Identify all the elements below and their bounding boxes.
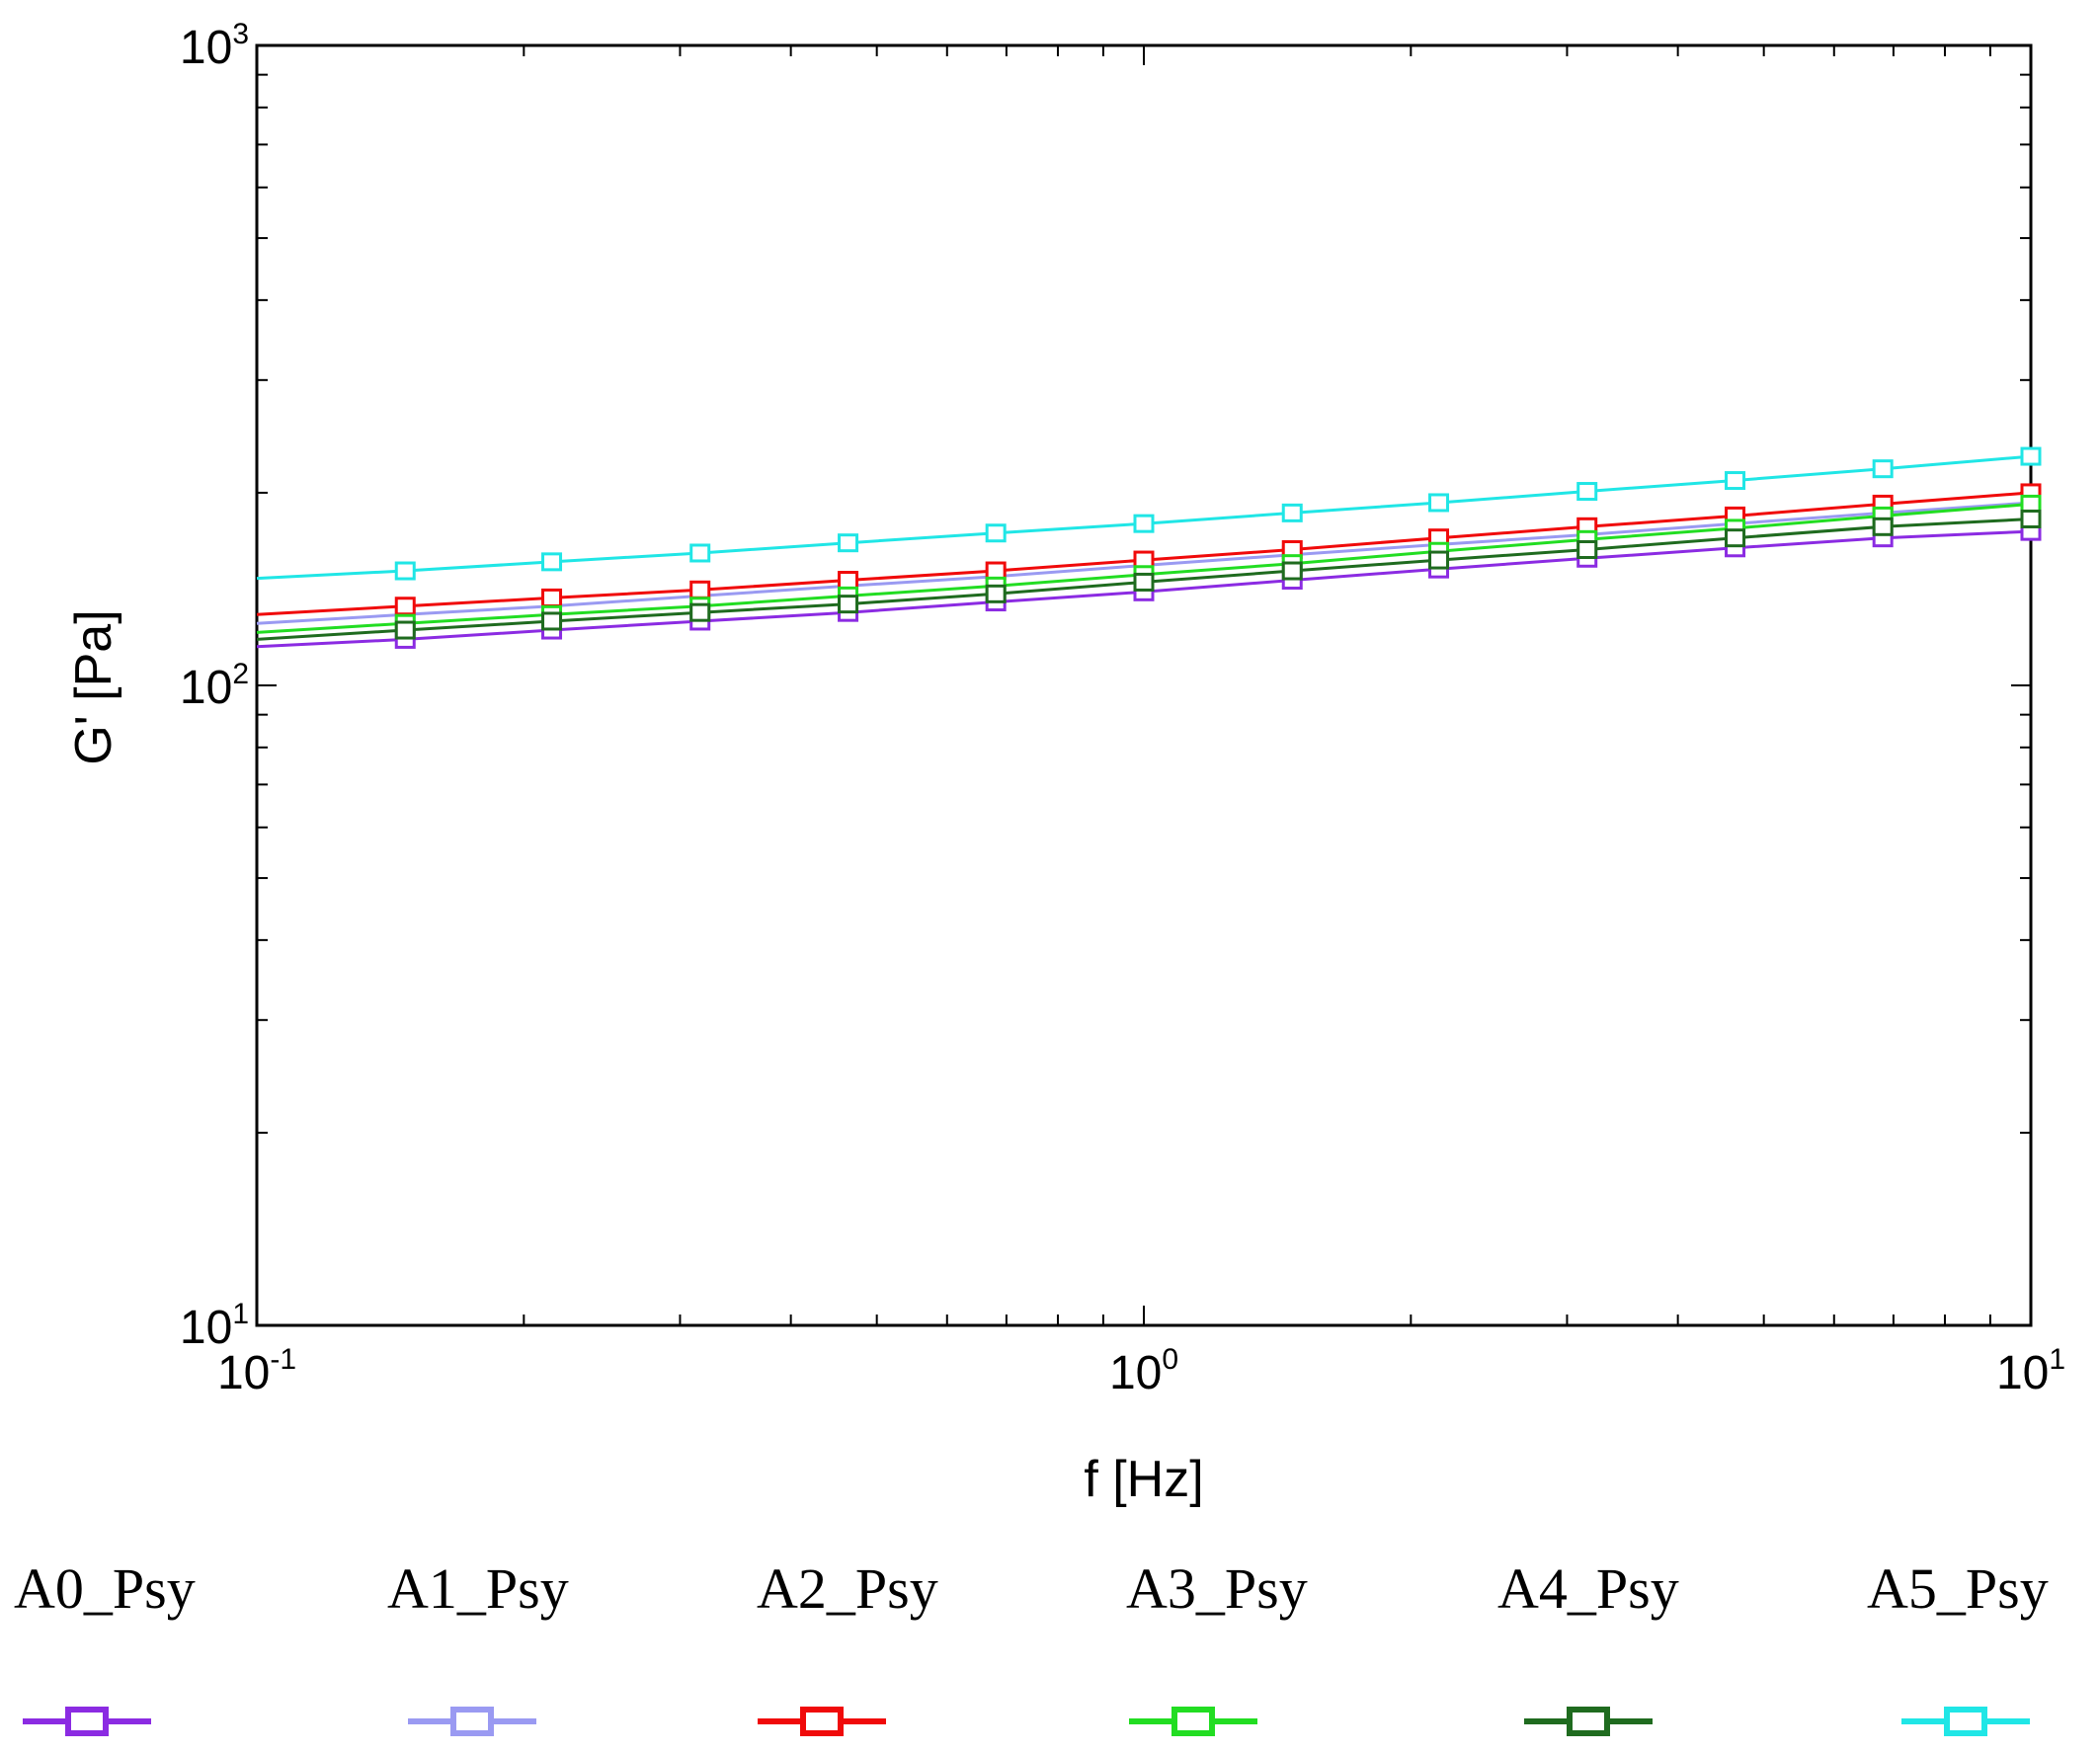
data-point xyxy=(838,595,859,614)
data-point xyxy=(1133,514,1155,533)
legend-marker xyxy=(1944,1707,1987,1736)
legend-item-A2_Psy: A2_Psy xyxy=(757,1556,938,1736)
legend-item-A3_Psy: A3_Psy xyxy=(1126,1556,1308,1736)
data-point xyxy=(1725,528,1746,548)
x-tick-label: 101 xyxy=(1996,1343,2065,1399)
data-point xyxy=(985,561,1007,581)
data-point xyxy=(838,570,859,590)
data-point xyxy=(689,580,711,599)
data-point xyxy=(541,552,563,572)
data-point xyxy=(1725,471,1746,491)
y-tick-label: 101 xyxy=(180,1298,249,1354)
y-axis-title: G' [Pa] xyxy=(65,609,122,764)
data-point xyxy=(1133,572,1155,592)
data-point xyxy=(1872,517,1894,536)
data-point xyxy=(394,561,416,581)
legend-marker xyxy=(1567,1707,1610,1736)
legend: A0_Psy A1_Psy A2_Psy A3_Psy A4_Psy A5_Psy xyxy=(14,1556,2049,1736)
legend-marker xyxy=(1171,1707,1215,1736)
legend-label: A5_Psy xyxy=(1867,1556,2049,1621)
data-point xyxy=(1281,561,1303,581)
data-point xyxy=(838,533,859,553)
legend-item-A4_Psy: A4_Psy xyxy=(1497,1556,1679,1736)
legend-label: A4_Psy xyxy=(1497,1556,1679,1621)
legend-marker xyxy=(450,1707,494,1736)
data-point xyxy=(985,584,1007,603)
data-point xyxy=(1576,540,1598,560)
legend-item-A5_Psy: A5_Psy xyxy=(1867,1556,2049,1736)
series-A5_Psy xyxy=(256,446,2042,581)
data-point xyxy=(394,620,416,640)
legend-item-A1_Psy: A1_Psy xyxy=(387,1556,569,1736)
legend-label: A1_Psy xyxy=(387,1556,569,1621)
legend-label: A2_Psy xyxy=(757,1556,938,1621)
data-point xyxy=(1576,482,1598,502)
data-point xyxy=(689,602,711,622)
legend-marker xyxy=(65,1707,109,1736)
x-tick-label: 10-1 xyxy=(217,1343,296,1399)
x-tick-label: 100 xyxy=(1109,1343,1178,1399)
legend-item-A0_Psy: A0_Psy xyxy=(14,1556,196,1736)
data-point xyxy=(1872,459,1894,479)
data-point xyxy=(2020,446,2042,466)
data-point xyxy=(689,543,711,563)
data-point xyxy=(1428,550,1450,570)
data-point xyxy=(394,597,416,616)
series-A4_Psy xyxy=(256,509,2042,641)
x-axis-title: f [Hz] xyxy=(1084,1451,1203,1508)
legend-label: A0_Psy xyxy=(14,1556,196,1621)
legend-label: A3_Psy xyxy=(1126,1556,1308,1621)
y-tick-label: 103 xyxy=(180,18,249,74)
legend-marker xyxy=(800,1707,844,1736)
axis-tick-labels: 10-1 100 101 101 102 103 xyxy=(180,18,2065,1399)
data-point xyxy=(985,523,1007,543)
data-point xyxy=(2020,509,2042,528)
plot-area-frame xyxy=(255,43,2033,1327)
data-point xyxy=(1428,493,1450,513)
data-point xyxy=(541,611,563,631)
data-point xyxy=(541,588,563,607)
axis-ticks xyxy=(256,45,2031,1326)
data-point xyxy=(1281,503,1303,522)
series-layer xyxy=(256,446,2042,649)
y-tick-label: 102 xyxy=(180,658,249,714)
